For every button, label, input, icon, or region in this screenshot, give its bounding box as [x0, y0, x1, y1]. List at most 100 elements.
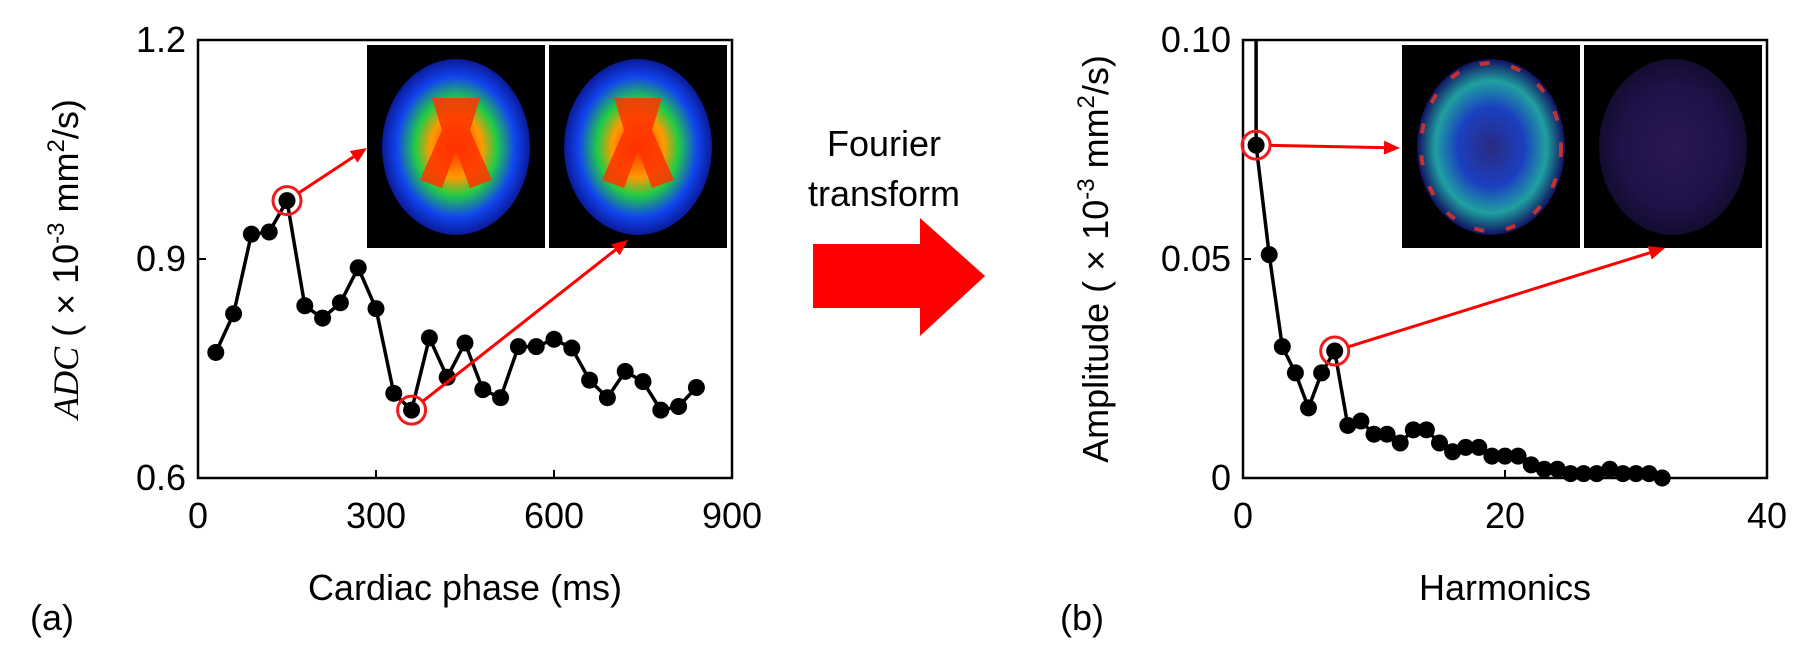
data-point [1417, 421, 1435, 439]
y-axis-label-sup: 2 [43, 139, 70, 152]
y-axis-label-text: mm [45, 152, 86, 222]
data-point [527, 338, 545, 356]
ventricle-shape-icon [420, 98, 492, 188]
data-point [474, 381, 492, 399]
inset-images-a [367, 45, 727, 248]
brain-slice-icon [1599, 59, 1747, 235]
y-tick-label: 0.10 [1161, 19, 1231, 60]
data-point [492, 389, 510, 407]
y-axis-label-sup: -3 [1073, 178, 1100, 199]
pointer-arrow-line [1348, 251, 1651, 348]
highlight-markers-a [271, 148, 628, 426]
y-axis-label-text: Amplitude ( × 10 [1075, 200, 1116, 463]
y-axis-label-text: /s) [45, 99, 86, 139]
data-point [438, 368, 456, 386]
data-point [1496, 447, 1514, 465]
data-point [1614, 465, 1632, 483]
data-point [1378, 425, 1396, 443]
arrowhead-icon [611, 240, 628, 256]
data-point [1457, 438, 1475, 456]
brain-slice-icon [1417, 59, 1565, 235]
brain-rim-icon [1419, 61, 1563, 233]
x-tick-label: 20 [1485, 495, 1525, 536]
series-points-b [1247, 136, 1671, 487]
x-tick-label: 300 [346, 495, 406, 536]
data-point [1391, 434, 1409, 452]
data-point [1326, 342, 1344, 360]
series-line-a [214, 198, 698, 412]
data-point [331, 294, 349, 312]
data-point [1247, 136, 1265, 154]
y-axis-label-a: ADC ( × 10-3 mm2/s) [43, 99, 86, 421]
y-tick-label: 0 [1211, 457, 1231, 498]
y-axis-label-italic: ADC [46, 346, 86, 421]
highlight-ring [271, 185, 303, 217]
y-tick-label: 0.6 [136, 457, 186, 498]
panel-a: 0.60.91.2 0 300 600 900 Cardiac phase (ms) … [30, 19, 762, 638]
right-arrow-icon [813, 218, 985, 336]
x-axis-label-a: Cardiac phase (ms) [308, 567, 622, 608]
pointer-arrow-line [422, 248, 617, 403]
data-point [1653, 469, 1671, 487]
series-line [214, 198, 698, 412]
data-point [581, 371, 599, 389]
arrowhead-icon [349, 148, 367, 163]
y-tick-label: 0.9 [136, 238, 186, 279]
x-tick-label: 600 [524, 495, 584, 536]
arrowhead-icon [1383, 140, 1400, 155]
x-axis-label-b: Harmonics [1419, 567, 1591, 608]
y-tick-label: 0.05 [1161, 238, 1231, 279]
data-point [1535, 460, 1553, 478]
data-point [634, 373, 652, 391]
data-point [349, 259, 367, 277]
highlight-ring [396, 394, 428, 426]
y-ticks-a: 0.6 0.9 1.2 [136, 19, 206, 498]
y-axis-label-sup: -3 [43, 222, 70, 243]
data-point [1431, 434, 1448, 452]
data-point [598, 389, 616, 407]
data-point [296, 297, 314, 315]
transform-label-line2: transform [808, 173, 960, 214]
data-point [616, 362, 634, 380]
pointer-arrow-line [298, 155, 355, 194]
y-axis-label-text: mm [1075, 108, 1116, 178]
data-point [278, 192, 296, 210]
data-point [652, 401, 670, 419]
data-point [456, 334, 474, 352]
y-axis-label-sup: 2 [1073, 95, 1100, 108]
data-point [687, 378, 705, 396]
highlight-ring [1319, 335, 1351, 367]
y-axis-label-text: /s) [1075, 55, 1116, 95]
y-axis-label-b: Amplitude ( × 10-3 mm2/s) [1073, 55, 1116, 463]
data-point [1588, 465, 1606, 483]
data-point [509, 338, 527, 356]
y-axis-label-text: ( × 10 [45, 244, 86, 347]
data-point [1483, 447, 1501, 465]
highlight-ring [1240, 129, 1272, 161]
x-tick-label: 0 [188, 495, 208, 536]
data-point [314, 309, 332, 327]
transform-label-line1: Fourier [827, 123, 941, 164]
ventricle-shape-icon [602, 98, 674, 188]
highlight-markers-b [1240, 129, 1665, 367]
data-point [1522, 456, 1540, 474]
data-point [1509, 447, 1527, 465]
data-point [1352, 412, 1370, 430]
x-tick-label: 0 [1233, 495, 1253, 536]
data-point [242, 225, 260, 243]
data-point [1562, 465, 1579, 483]
y-tick-label: 1.2 [136, 19, 186, 60]
panel-label-b: (b) [1060, 597, 1104, 638]
series-points-a [207, 192, 705, 419]
data-point [545, 330, 563, 348]
panel-b: 0 0.05 0.10 0 20 40 Harmonics Amplitude ( × … [1060, 19, 1787, 638]
data-point [1313, 364, 1331, 382]
data-point [420, 329, 438, 347]
data-point [1365, 425, 1383, 443]
data-point [1548, 460, 1566, 478]
x-tick-label: 900 [702, 495, 762, 536]
data-point [1339, 416, 1357, 434]
data-point [1444, 443, 1462, 461]
y-ticks-b: 0 0.05 0.10 [1161, 19, 1251, 498]
